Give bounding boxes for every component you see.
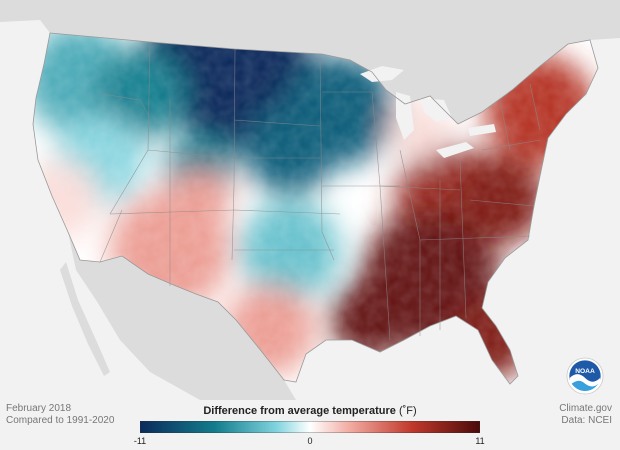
baseline-label: Compared to 1991-2020 xyxy=(6,415,115,426)
footer-right: Climate.gov Data: NCEI xyxy=(559,403,612,427)
legend-colorbar xyxy=(140,421,480,433)
canada-land xyxy=(0,0,620,124)
state-borders xyxy=(99,41,541,341)
legend-mid-label: 0 xyxy=(307,436,313,446)
footer-left: February 2018 Compared to 1991-2020 xyxy=(6,403,114,427)
date-label: February 2018 xyxy=(6,403,72,414)
legend-title-text: Difference from average temperature xyxy=(203,405,396,417)
legend-unit: (˚F) xyxy=(398,405,417,417)
legend-title: Difference from average temperature (˚F) xyxy=(140,405,480,417)
legend-max-label: 11 xyxy=(475,436,485,446)
baja-peninsula xyxy=(60,262,110,376)
great-lakes xyxy=(360,66,496,158)
noaa-logo: NOAA xyxy=(566,357,604,395)
mexico-land xyxy=(68,232,296,400)
source-data: Data: NCEI xyxy=(561,415,612,426)
logo-text: NOAA xyxy=(575,368,595,375)
legend-min-label: -11 xyxy=(133,436,147,446)
source-site: Climate.gov xyxy=(559,403,612,414)
us-temperature-anomaly-map xyxy=(0,0,620,400)
